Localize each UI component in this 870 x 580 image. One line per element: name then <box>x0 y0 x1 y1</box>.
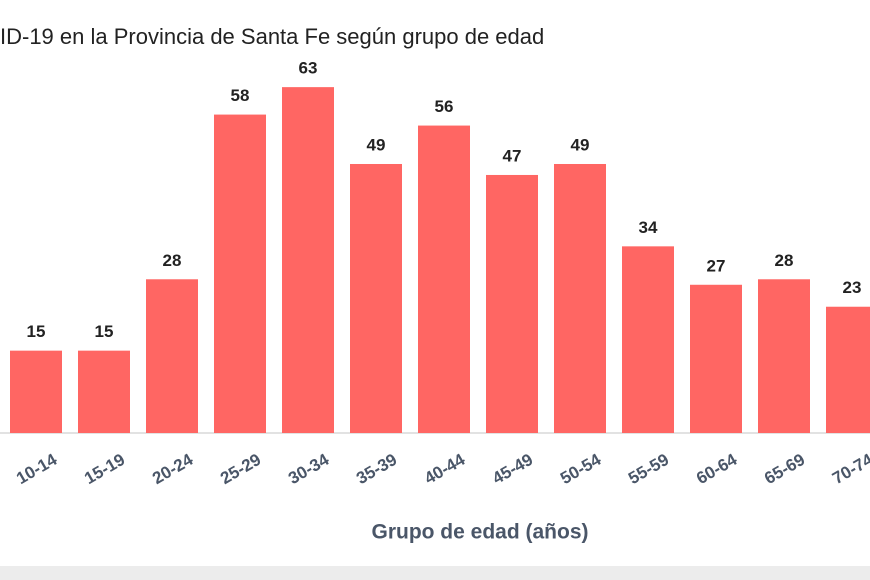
bar <box>826 306 870 433</box>
chart-title: ID-19 en la Provincia de Santa Fe según … <box>0 24 544 49</box>
bar <box>350 163 402 434</box>
bar <box>214 114 266 433</box>
bar <box>486 174 538 433</box>
x-tick-label: 55-59 <box>625 450 672 488</box>
bar <box>78 350 130 433</box>
value-label: 28 <box>163 251 182 270</box>
value-label: 27 <box>707 256 726 275</box>
x-tick-label: 20-24 <box>149 450 197 488</box>
value-label: 23 <box>843 278 862 297</box>
x-tick-label: 25-29 <box>217 450 264 488</box>
x-tick-label: 10-14 <box>13 450 61 488</box>
bar <box>758 279 810 433</box>
x-tick-label: 35-39 <box>353 450 400 488</box>
value-label: 63 <box>299 59 318 78</box>
value-label: 15 <box>95 322 114 341</box>
x-tick-label: 30-34 <box>285 450 333 488</box>
value-label: 58 <box>231 86 250 105</box>
bar <box>622 246 674 433</box>
value-label: 28 <box>775 251 794 270</box>
x-tick-label: 60-64 <box>693 450 741 488</box>
bar <box>282 87 334 433</box>
x-tick-label: 45-49 <box>489 450 536 488</box>
x-tick-label: 65-69 <box>761 450 808 488</box>
x-tick-label: 70-74 <box>829 450 870 488</box>
bar <box>10 350 62 433</box>
value-label: 15 <box>27 322 46 341</box>
bar <box>690 284 742 433</box>
value-label: 47 <box>503 146 522 165</box>
value-label: 34 <box>639 218 658 237</box>
value-label: 49 <box>367 135 386 154</box>
value-label: 56 <box>435 97 454 116</box>
bar <box>554 163 606 434</box>
x-axis-label: Grupo de edad (años) <box>371 521 588 544</box>
bar <box>146 279 198 433</box>
bottom-band <box>0 566 870 580</box>
value-label: 49 <box>571 135 590 154</box>
x-tick-label: 15-19 <box>81 450 128 488</box>
x-tick-label: 50-54 <box>557 450 605 488</box>
x-tick-label: 40-44 <box>421 450 469 488</box>
bar <box>418 125 470 433</box>
